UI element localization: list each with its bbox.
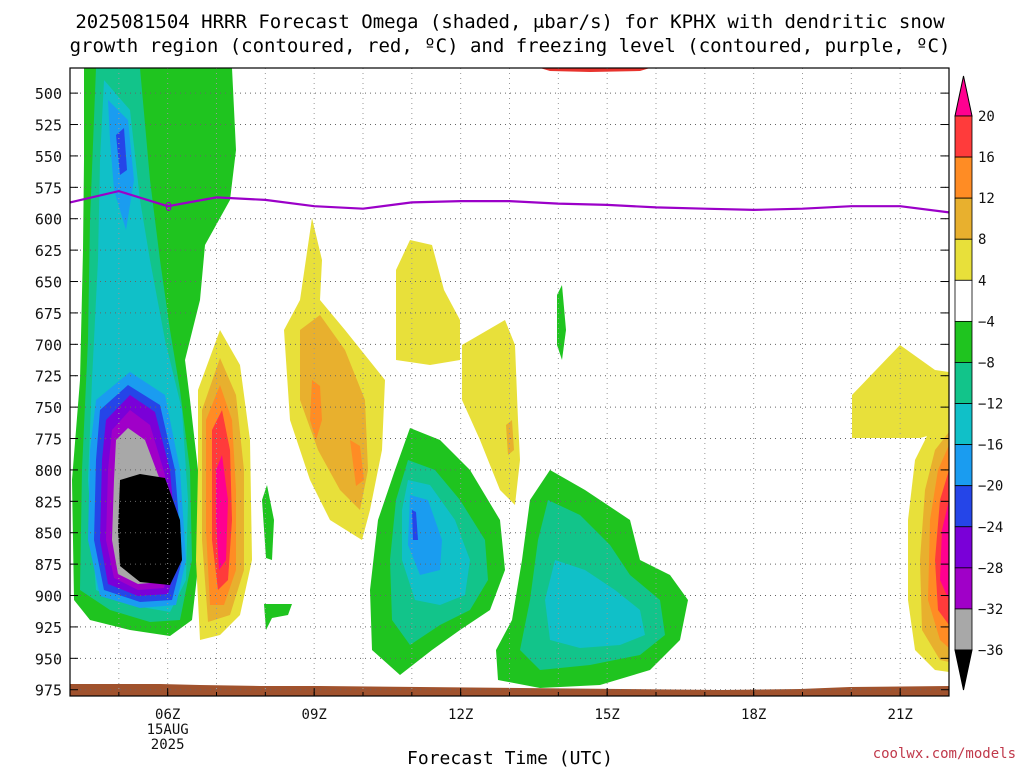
y-tick-label-975: 975 (35, 682, 62, 700)
x-tick-label-15Z: 15Z (595, 707, 620, 723)
colorbar-label-1: 16 (978, 150, 995, 166)
y-tick-label-750: 750 (35, 399, 62, 417)
colorbar-swatch-12 (954, 608, 973, 651)
colorbar-swatch-5 (954, 320, 973, 363)
colorbar-swatch-9 (954, 485, 973, 528)
colorbar-label-10: −24 (978, 520, 1003, 536)
chart-title-line2: growth region (contoured, red, ºC) and f… (70, 35, 951, 57)
x-tick-label-09Z: 09Z (302, 707, 327, 723)
x-tick-label-21Z: 21Z (888, 707, 913, 723)
colorbar-swatch-3 (954, 238, 973, 281)
omega-region-cyan-15z (545, 560, 645, 648)
colorbar-label-13: −36 (978, 643, 1003, 659)
x-date-label-1: 2025 (151, 737, 185, 753)
y-tick-label-725: 725 (35, 368, 62, 386)
colorbar-swatch-8 (954, 444, 973, 487)
x-axis-label: Forecast Time (UTC) (407, 748, 613, 768)
x-tick-label-06Z: 06Z (155, 707, 180, 723)
colorbar-swatch-0 (954, 115, 973, 158)
colorbar-swatch-7 (954, 403, 973, 446)
colorbar-label-11: −28 (978, 561, 1003, 577)
y-axis: 500 525 550 575 600 625 650 675 700 725 750 775 800 8… (35, 85, 949, 700)
omega-region-blue-11z (412, 510, 418, 540)
colorbar-swatch-4 (954, 279, 973, 322)
y-tick-label-700: 700 (35, 336, 62, 354)
y-tick-label-925: 925 (35, 619, 62, 637)
dendritic-growth-contour (540, 68, 650, 72)
colorbar-swatch-2 (954, 197, 973, 240)
omega-region-yellow-11z (396, 240, 460, 365)
y-tick-label-775: 775 (35, 431, 62, 449)
colorbar-swatch-10 (954, 526, 973, 569)
y-tick-label-650: 650 (35, 274, 62, 292)
omega-region-orange-09z-b (350, 440, 364, 486)
y-tick-label-950: 950 (35, 650, 62, 668)
freezing-level-label: 0 (165, 200, 172, 214)
colorbar-label-0: 20 (978, 109, 995, 125)
omega-region-magenta-07z (216, 455, 228, 570)
y-tick-label-900: 900 (35, 588, 62, 606)
y-tick-label-675: 675 (35, 305, 62, 323)
y-tick-label-550: 550 (35, 148, 62, 166)
terrain-surface (70, 684, 949, 696)
colorbar-swatch-11 (954, 567, 973, 610)
colorbar-top-triangle (954, 75, 973, 117)
omega-region-yellow-21z (852, 345, 949, 438)
omega-region-orange-09z-a (310, 380, 322, 440)
colorbar-label-6: −8 (978, 355, 995, 371)
colorbar-label-4: 4 (978, 273, 986, 289)
omega-region-blue-core-left (116, 128, 127, 175)
colorbar-label-12: −32 (978, 602, 1003, 618)
omega-region-magenta-22z (940, 500, 949, 600)
y-tick-label-575: 575 (35, 179, 62, 197)
omega-shading (70, 68, 949, 696)
freezing-level-line (69, 189, 950, 214)
x-tick-label-18Z: 18Z (741, 707, 766, 723)
colorbar-label-9: −20 (978, 479, 1003, 495)
y-tick-label-850: 850 (35, 525, 62, 543)
omega-region-green-14z-thin (557, 285, 566, 360)
credit-text: coolwx.com/models (873, 746, 1016, 762)
y-tick-label-525: 525 (35, 117, 62, 135)
colorbar-swatch-1 (954, 156, 973, 199)
colorbar-label-3: 8 (978, 232, 986, 248)
colorbar-label-7: −12 (978, 397, 1003, 413)
colorbar-bottom-triangle (954, 649, 973, 691)
omega-region-yellow-13z (462, 320, 520, 505)
chart-title-line1: 2025081504 HRRR Forecast Omega (shaded, … (75, 11, 945, 33)
y-tick-label-625: 625 (35, 242, 62, 260)
y-tick-label-875: 875 (35, 556, 62, 574)
colorbar-label-8: −16 (978, 438, 1003, 454)
colorbar-swatch-6 (954, 362, 973, 404)
omega-region-green-08z-b (264, 604, 292, 630)
omega-region-gold-09z (300, 315, 368, 510)
colorbar-label-5: −4 (978, 314, 995, 330)
colorbar: 20 16 12 8 4 −4 −8 −12 −16 −20 −24 −28 −32 −36 (954, 75, 1003, 691)
colorbar-label-2: 12 (978, 191, 995, 207)
omega-region-green-08z-a (262, 485, 274, 560)
omega-region-gold-13z (506, 420, 514, 455)
y-tick-label-600: 600 (35, 211, 62, 229)
omega-region-lightblue-11z (408, 495, 442, 575)
freezing-level-contour: 0 (69, 189, 950, 214)
y-tick-label-800: 800 (35, 462, 62, 480)
x-tick-label-12Z: 12Z (448, 707, 473, 723)
x-date-label-0: 15AUG (147, 722, 189, 738)
y-tick-label-825: 825 (35, 493, 62, 511)
y-tick-label-500: 500 (35, 85, 62, 103)
